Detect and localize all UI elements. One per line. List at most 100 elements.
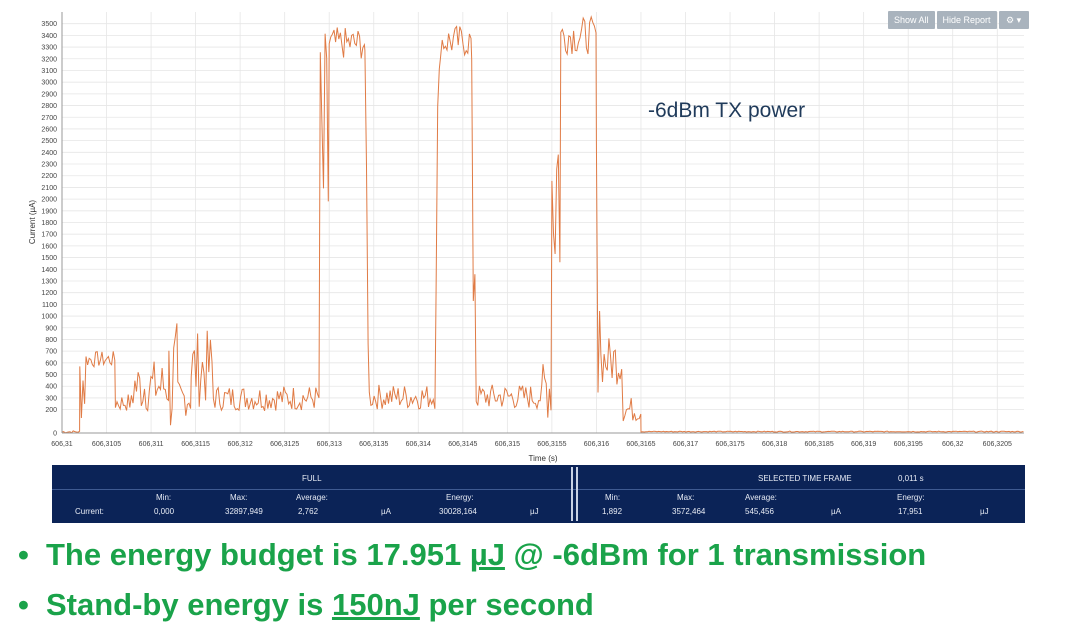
x-tick-label: 606,317 — [673, 441, 698, 448]
full-energy-label: Energy: — [446, 493, 474, 502]
y-tick-label: 1600 — [41, 243, 57, 250]
x-tick-label: 606,314 — [406, 441, 431, 448]
full-max-value: 32897,949 — [225, 507, 263, 516]
chart-toolbar: Show All Hide Report ⚙ ▾ — [888, 11, 1029, 29]
settings-dropdown-button[interactable]: ⚙ ▾ — [998, 11, 1029, 29]
x-tick-label: 606,31 — [51, 441, 73, 448]
full-energy-unit: µJ — [530, 507, 539, 516]
x-tick-label: 606,318 — [762, 441, 787, 448]
selected-duration: 0,011 s — [898, 474, 924, 483]
y-tick-label: 3000 — [41, 80, 57, 87]
current-chart: 0 200 300 400 500 600 700 800 900 1000 1100 1200 130… — [28, 12, 1024, 463]
x-tick-label: 606,3195 — [894, 441, 923, 448]
y-tick-label: 3500 — [41, 21, 57, 28]
summary-bullets: • The energy budget is 17.951 µJ @ -6dBm … — [18, 530, 1058, 630]
hide-report-button[interactable]: Hide Report — [936, 11, 997, 29]
selected-max-value: 3572,464 — [672, 507, 706, 516]
energy-budget-tail: @ -6dBm for 1 transmission — [504, 537, 927, 572]
x-tick-label: 606,3165 — [626, 441, 655, 448]
y-tick-label: 1300 — [41, 278, 57, 285]
current-row-label: Current: — [75, 507, 104, 516]
y-tick-label: 400 — [45, 384, 57, 391]
energy-budget-unit: µJ — [469, 537, 505, 572]
x-tick-label: 606,32 — [942, 441, 964, 448]
x-ticks: 606,31 606,3105 606,311 606,3115 606,312 606,… — [51, 441, 1012, 448]
y-tick-label: 600 — [45, 360, 57, 367]
y-tick-label: 3300 — [41, 45, 57, 52]
x-tick-label: 606,3205 — [983, 441, 1012, 448]
caret-down-icon: ▾ — [1016, 15, 1022, 25]
x-tick-label: 606,3175 — [715, 441, 744, 448]
selected-energy-unit: µJ — [980, 507, 989, 516]
x-tick-label: 606,319 — [851, 441, 876, 448]
selected-min-label: Min: — [605, 493, 621, 502]
x-axis-title: Time (s) — [528, 454, 557, 463]
selected-avg-unit: µA — [831, 507, 841, 516]
standby-energy-bullet: • Stand-by energy is 150nJ per second — [18, 580, 1058, 630]
y-tick-label: 2600 — [41, 126, 57, 133]
y-ticks: 0 200 300 400 500 600 700 800 900 1000 1100 1200 130… — [41, 21, 57, 437]
x-tick-label: 606,3185 — [805, 441, 834, 448]
y-tick-label: 3200 — [41, 56, 57, 63]
y-tick-label: 3400 — [41, 33, 57, 40]
y-tick-label: 1800 — [41, 220, 57, 227]
y-tick-label: 2200 — [41, 173, 57, 180]
full-avg-label: Average: — [296, 493, 328, 502]
y-tick-label: 3100 — [41, 68, 57, 75]
x-tick-label: 606,3105 — [92, 441, 121, 448]
show-all-button[interactable]: Show All — [888, 11, 935, 29]
y-tick-label: 1900 — [41, 208, 57, 215]
y-tick-label: 2700 — [41, 115, 57, 122]
x-tick-label: 606,3135 — [359, 441, 388, 448]
y-tick-label: 2000 — [41, 197, 57, 204]
selected-header: SELECTED TIME FRAME — [758, 474, 852, 483]
x-tick-label: 606,311 — [139, 441, 164, 448]
y-tick-label: 700 — [45, 349, 57, 356]
x-tick-label: 606,315 — [495, 441, 520, 448]
y-tick-label: 500 — [45, 372, 57, 379]
y-tick-label: 1500 — [41, 255, 57, 262]
selected-avg-value: 545,456 — [745, 507, 774, 516]
full-max-label: Max: — [230, 493, 248, 502]
y-tick-label: 900 — [45, 325, 57, 332]
y-tick-label: 200 — [45, 407, 57, 414]
selected-energy-label: Energy: — [897, 493, 925, 502]
standby-energy-tail: per second — [419, 587, 594, 622]
y-tick-label: 1100 — [42, 302, 57, 309]
y-tick-label: 1700 — [41, 232, 57, 239]
report-panel: FULL SELECTED TIME FRAME 0,011 s Min: Ma… — [52, 465, 1025, 523]
x-tick-label: 606,313 — [317, 441, 342, 448]
gear-icon: ⚙ — [1006, 15, 1015, 25]
standby-energy-value: 150nJ — [331, 587, 420, 622]
y-tick-label: 2100 — [41, 185, 57, 192]
full-min-label: Min: — [156, 493, 172, 502]
full-energy-value: 30028,164 — [439, 507, 477, 516]
full-header: FULL — [302, 474, 322, 483]
y-tick-label: 2300 — [41, 162, 57, 169]
current-trace — [61, 15, 1024, 434]
y-axis-title: Current (µA) — [28, 200, 37, 245]
report-separator-left — [571, 467, 573, 521]
energy-budget-text: The energy budget is 17.951 — [46, 537, 470, 572]
full-min-value: 0,000 — [154, 507, 175, 516]
bullet-dot-icon: • — [18, 587, 29, 622]
y-tick-label: 2900 — [41, 91, 57, 98]
full-avg-value: 2,762 — [298, 507, 319, 516]
y-tick-label: 2800 — [41, 103, 57, 110]
x-tick-label: 606,312 — [227, 441, 252, 448]
y-tick-label: 1000 — [41, 314, 57, 321]
y-tick-label: 1400 — [41, 267, 57, 274]
y-tick-label: 2400 — [41, 150, 57, 157]
x-tick-label: 606,3115 — [181, 441, 210, 448]
report-separator-right — [576, 467, 578, 521]
y-tick-label: 0 — [53, 431, 57, 438]
report-divider — [52, 489, 1025, 490]
selected-energy-value: 17,951 — [898, 507, 923, 516]
x-tick-label: 606,3155 — [537, 441, 566, 448]
selected-max-label: Max: — [677, 493, 695, 502]
energy-budget-bullet: • The energy budget is 17.951 µJ @ -6dBm … — [18, 530, 1058, 580]
y-tick-label: 2500 — [41, 138, 57, 145]
x-tick-label: 606,316 — [584, 441, 609, 448]
standby-energy-text: Stand-by energy is — [46, 587, 332, 622]
y-tick-label: 800 — [45, 337, 57, 344]
